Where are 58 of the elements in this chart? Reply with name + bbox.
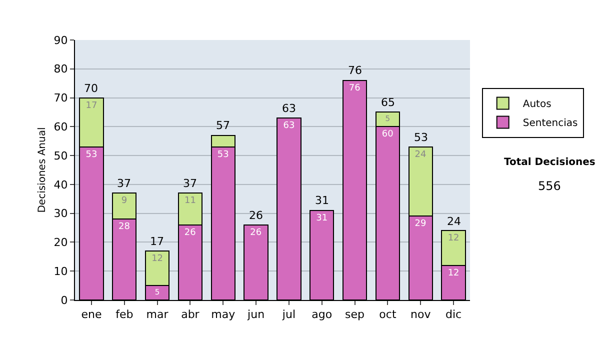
data-label: 29 bbox=[414, 219, 426, 230]
data-label: 26 bbox=[184, 228, 196, 238]
y-tick-label: 60 bbox=[54, 120, 68, 134]
x-tick-label: may bbox=[211, 308, 236, 322]
x-tick-label: feb bbox=[116, 308, 134, 322]
total-label: 26 bbox=[249, 209, 263, 222]
total-label: 53 bbox=[414, 131, 428, 144]
data-label: 12 bbox=[448, 234, 460, 244]
data-label: 5 bbox=[385, 114, 390, 124]
y-tick-label: 20 bbox=[54, 236, 68, 250]
text: Total Decisiones bbox=[504, 157, 596, 168]
data-label: 12 bbox=[152, 254, 164, 264]
data-label: 9 bbox=[121, 196, 128, 206]
x-tick-label: abr bbox=[181, 308, 200, 322]
data-label: 76 bbox=[348, 83, 361, 94]
data-label: 26 bbox=[250, 228, 262, 238]
x-tick-label: nov bbox=[410, 308, 432, 322]
data-label: 28 bbox=[118, 222, 130, 232]
total-label: 76 bbox=[348, 64, 362, 77]
total-label: 70 bbox=[84, 82, 98, 95]
x-tick-label: ene bbox=[81, 308, 102, 322]
total-label: 31 bbox=[315, 194, 329, 207]
x-tick-label: jul bbox=[281, 308, 296, 322]
data-label: 53 bbox=[86, 150, 98, 160]
data-label: 5 bbox=[154, 287, 160, 296]
data-label: 24 bbox=[414, 150, 426, 160]
legend-label: Sentencias bbox=[522, 118, 578, 130]
total-label: 65 bbox=[381, 96, 395, 109]
total-label: 24 bbox=[447, 215, 461, 228]
total-label: 17 bbox=[150, 235, 164, 248]
x-tick-label: jun bbox=[246, 308, 265, 322]
x-tick-label: ago bbox=[312, 308, 332, 322]
data-label: 53 bbox=[217, 150, 229, 160]
y-tick-label: 30 bbox=[54, 207, 68, 220]
data-label: 31 bbox=[316, 213, 328, 224]
total-label: 37 bbox=[183, 177, 197, 190]
x-tick-label: dic bbox=[445, 308, 462, 322]
y-tick-label: 0 bbox=[60, 294, 68, 307]
y-tick-label: 70 bbox=[54, 92, 68, 105]
x-tick-label: sep bbox=[345, 308, 365, 322]
data-label: 17 bbox=[86, 100, 98, 111]
total-label: 57 bbox=[216, 119, 230, 132]
total-label: 63 bbox=[282, 102, 296, 115]
y-tick-label: 50 bbox=[54, 149, 68, 162]
legend-label: Autos bbox=[522, 99, 552, 110]
x-tick-label: oct bbox=[379, 308, 397, 322]
y-tick-label: 80 bbox=[54, 62, 68, 76]
data-label: 12 bbox=[448, 268, 460, 278]
text: 556 bbox=[538, 179, 561, 193]
y-tick-label: 40 bbox=[54, 178, 68, 192]
y-tick-label: 10 bbox=[54, 264, 68, 278]
data-label: 63 bbox=[283, 121, 295, 131]
x-tick-label: mar bbox=[146, 308, 169, 322]
y-axis-title: Decisiones Anual bbox=[37, 127, 48, 213]
y-tick-label: 90 bbox=[54, 34, 68, 47]
total-label: 37 bbox=[117, 177, 131, 190]
data-label: 60 bbox=[382, 130, 394, 140]
data-label: 11 bbox=[184, 196, 196, 206]
